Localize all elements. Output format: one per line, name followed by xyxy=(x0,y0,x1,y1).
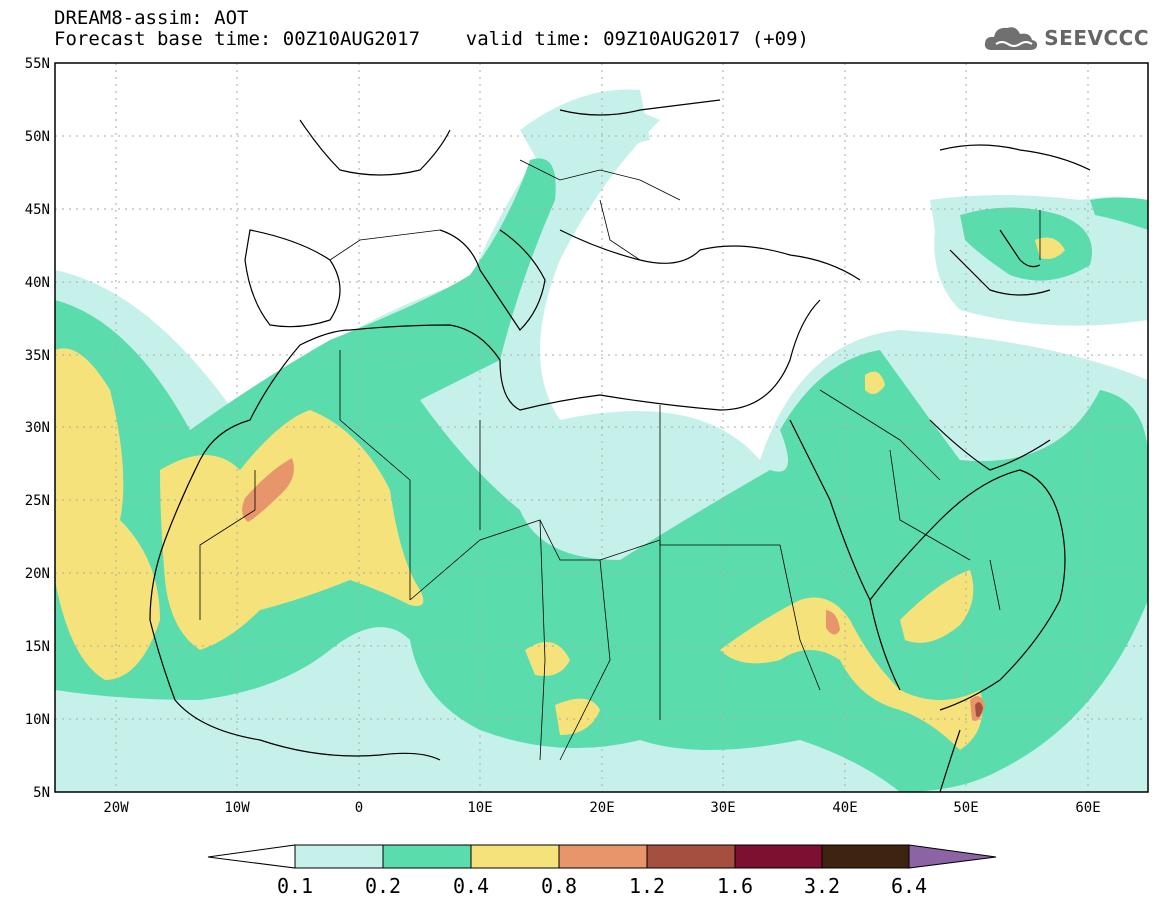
lon-tick-10e: 10E xyxy=(467,800,492,816)
colorbar-swatch-4 xyxy=(558,844,648,869)
colorbar-label-0.2: 0.2 xyxy=(365,874,401,898)
lat-tick-40: 40N xyxy=(25,275,50,291)
lat-tick-55: 55N xyxy=(25,56,50,72)
lat-tick-5: 5N xyxy=(33,785,50,801)
aot-band-0.4 xyxy=(55,237,1065,750)
lon-tick-0: 0 xyxy=(355,800,363,816)
colorbar-label-0.1: 0.1 xyxy=(277,874,313,898)
lat-tick-20: 20N xyxy=(25,566,50,582)
colorbar-right-arrow xyxy=(908,844,997,869)
aot-band-1.2 xyxy=(975,702,983,717)
colorbar-label-0.4: 0.4 xyxy=(453,874,489,898)
lon-tick-10w: 10W xyxy=(224,800,250,816)
map-title: DREAM8-assim: AOT Forecast base time: 00… xyxy=(54,8,809,50)
title-model-line: DREAM8-assim: AOT xyxy=(54,7,249,29)
lat-tick-30: 30N xyxy=(25,420,50,436)
lon-tick-20w: 20W xyxy=(103,800,129,816)
map-frame xyxy=(54,62,1149,793)
colorbar-label-6.4: 6.4 xyxy=(891,874,927,898)
lat-tick-45: 45N xyxy=(25,202,50,218)
colorbar-swatch-5 xyxy=(646,844,736,869)
colorbar-label-3.2: 3.2 xyxy=(804,874,840,898)
aot-fields xyxy=(55,89,1148,792)
cloud-icon xyxy=(985,27,1038,50)
lat-axis: 55N 50N 45N 40N 35N 30N 25N 20N 15N 10N … xyxy=(25,56,50,801)
colorbar: 0.1 0.2 0.4 0.8 1.2 1.6 3.2 6.4 xyxy=(207,844,997,898)
lat-tick-35: 35N xyxy=(25,348,50,364)
colorbar-swatch-7 xyxy=(821,844,910,869)
logo-text: SEEVCCC xyxy=(1044,26,1149,50)
lon-axis: 20W 10W 0 10E 20E 30E 40E 50E 60E xyxy=(103,800,1100,816)
lon-tick-30e: 30E xyxy=(710,800,735,816)
coastlines xyxy=(149,99,1091,792)
title-time-line: Forecast base time: 00Z10AUG2017 valid t… xyxy=(54,28,809,50)
aot-band-0.2 xyxy=(55,158,1148,792)
colorbar-swatch-1 xyxy=(294,844,384,869)
lat-tick-15: 15N xyxy=(25,639,50,655)
country-borders xyxy=(199,159,1041,761)
colorbar-left-arrow xyxy=(207,844,296,869)
colorbar-swatch-6 xyxy=(734,844,823,869)
colorbar-label-1.6: 1.6 xyxy=(717,874,753,898)
lon-tick-20e: 20E xyxy=(589,800,614,816)
lon-tick-60e: 60E xyxy=(1075,800,1100,816)
lat-tick-50: 50N xyxy=(25,129,50,145)
seevccc-logo: SEEVCCC xyxy=(982,22,1149,54)
lat-tick-25: 25N xyxy=(25,493,50,509)
colorbar-label-0.8: 0.8 xyxy=(541,874,577,898)
lat-tick-10: 10N xyxy=(25,712,50,728)
colorbar-swatch-2 xyxy=(382,844,472,869)
colorbar-label-1.2: 1.2 xyxy=(629,874,665,898)
lon-tick-50e: 50E xyxy=(953,800,978,816)
lon-tick-40e: 40E xyxy=(832,800,857,816)
colorbar-swatch-3 xyxy=(470,844,560,869)
